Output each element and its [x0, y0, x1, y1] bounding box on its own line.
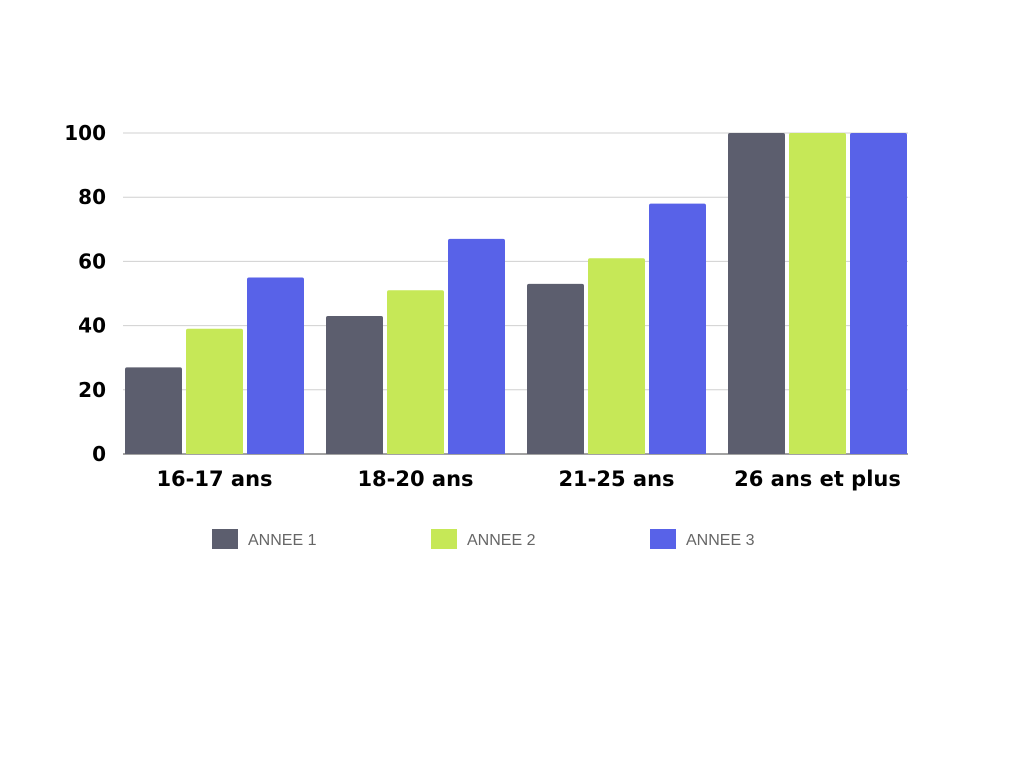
- bar-annee-3: [448, 238, 505, 454]
- legend-label: ANNEE 3: [686, 532, 755, 549]
- legend-label: ANNEE 1: [248, 532, 317, 549]
- legend-label: ANNEE 2: [467, 532, 536, 549]
- bar-annee-1: [326, 315, 383, 454]
- bar-annee-2: [387, 290, 444, 454]
- legend-swatch: [650, 529, 676, 549]
- bar-annee-1: [527, 283, 584, 454]
- bar-annee-3: [649, 203, 706, 454]
- bar-annee-2: [588, 258, 645, 454]
- x-tick-label: 18-20 ans: [357, 467, 473, 491]
- bar-annee-3: [850, 133, 907, 454]
- bar-annee-1: [125, 367, 182, 454]
- legend-swatch: [212, 529, 238, 549]
- bar-annee-2: [789, 133, 846, 454]
- legend-swatch: [431, 529, 457, 549]
- y-tick-label: 100: [64, 121, 106, 145]
- bar-annee-1: [728, 133, 785, 454]
- y-tick-label: 40: [78, 314, 106, 338]
- bar-annee-2: [186, 328, 243, 454]
- y-tick-label: 0: [92, 442, 106, 466]
- x-tick-label: 16-17 ans: [156, 467, 272, 491]
- x-tick-label: 21-25 ans: [558, 467, 674, 491]
- y-tick-label: 20: [78, 378, 106, 402]
- bar-annee-3: [247, 277, 304, 454]
- y-tick-label: 80: [78, 185, 106, 209]
- x-tick-label: 26 ans et plus: [734, 467, 901, 491]
- y-tick-label: 60: [78, 249, 106, 273]
